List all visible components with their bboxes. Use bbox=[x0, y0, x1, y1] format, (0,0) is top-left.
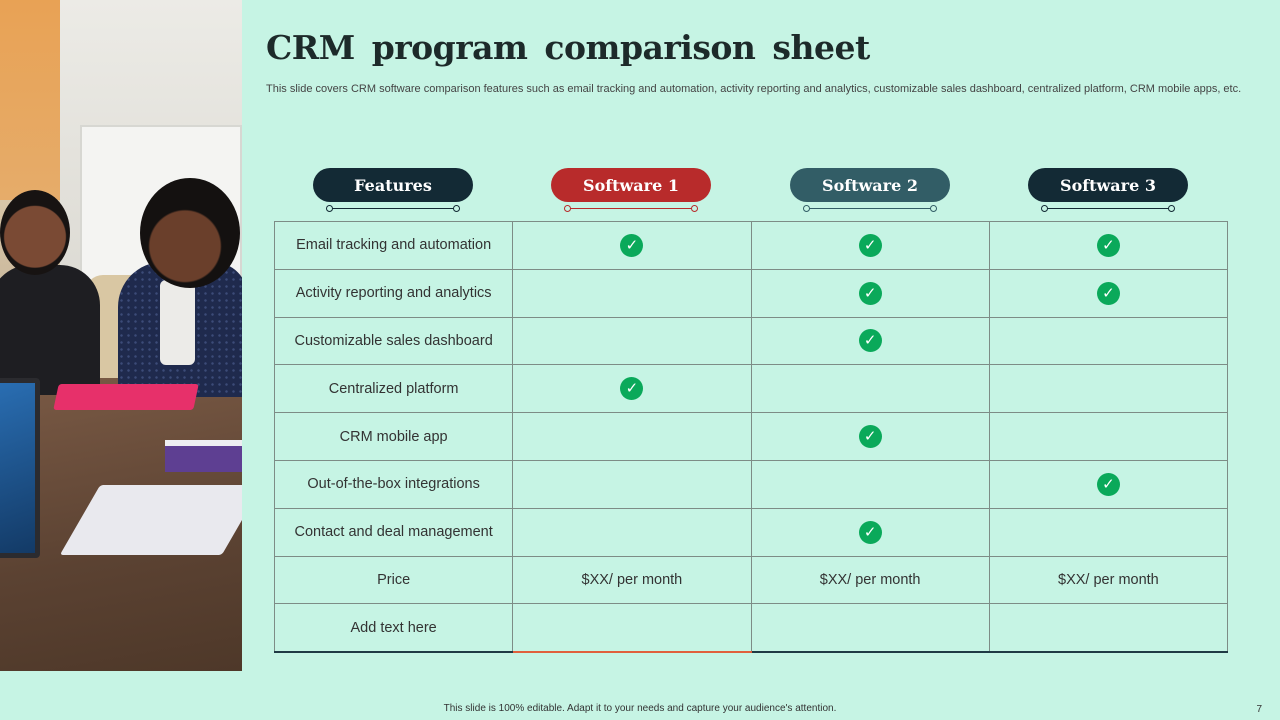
table-row: Contact and deal management ✓ bbox=[273, 507, 1229, 557]
empty-cell bbox=[988, 603, 1229, 653]
price-row: Price $XX/ per month $XX/ per month $XX/ pe… bbox=[273, 555, 1229, 605]
software-cell: ✓ bbox=[750, 221, 990, 270]
price-cell: $XX/ per month bbox=[750, 555, 990, 605]
software-cell: ✓ bbox=[750, 507, 990, 557]
header-features: Features bbox=[313, 168, 473, 202]
header-connector bbox=[1041, 204, 1175, 214]
software-cell bbox=[512, 412, 752, 461]
price-cell: $XX/ per month bbox=[512, 555, 752, 605]
header-connector bbox=[564, 204, 698, 214]
header-software-1: Software 1 bbox=[551, 168, 711, 202]
feature-cell: CRM mobile app bbox=[273, 412, 514, 461]
extra-row: Add text here bbox=[273, 603, 1229, 653]
software-cell bbox=[988, 316, 1229, 366]
table-row: Email tracking and automation ✓ ✓ ✓ bbox=[273, 221, 1229, 270]
check-circle-icon: ✓ bbox=[858, 520, 882, 544]
feature-cell: Email tracking and automation bbox=[273, 221, 514, 270]
footer-note: This slide is 100% editable. Adapt it to… bbox=[443, 703, 837, 714]
comparison-table: Email tracking and automation ✓ ✓ ✓ Activity… bbox=[273, 221, 1229, 653]
feature-cell: Customizable sales dashboard bbox=[273, 316, 514, 366]
page-number: 7 bbox=[1256, 704, 1262, 715]
feature-label: Activity reporting and analytics bbox=[295, 285, 492, 302]
feature-label: CRM mobile app bbox=[339, 428, 448, 445]
extra-label-cell: Add text here bbox=[273, 603, 514, 653]
software-cell bbox=[988, 364, 1229, 414]
feature-label: Centralized platform bbox=[328, 380, 459, 397]
check-circle-icon: ✓ bbox=[1096, 233, 1120, 257]
meeting-photo bbox=[0, 0, 242, 671]
feature-label: Contact and deal management bbox=[294, 524, 493, 541]
software-cell: ✓ bbox=[988, 268, 1229, 318]
check-circle-icon: ✓ bbox=[620, 377, 644, 401]
software-cell: ✓ bbox=[750, 268, 990, 318]
header-software-2: Software 2 bbox=[790, 168, 950, 202]
software-cell: ✓ bbox=[512, 221, 752, 270]
empty-cell bbox=[512, 603, 752, 653]
feature-label: Out-of-the-box integrations bbox=[307, 476, 480, 493]
table-row: Out-of-the-box integrations ✓ bbox=[273, 459, 1229, 509]
slide-title: CRM program comparison sheet bbox=[266, 28, 870, 67]
software-cell: ✓ bbox=[512, 364, 752, 414]
check-circle-icon: ✓ bbox=[858, 233, 882, 257]
feature-cell: Out-of-the-box integrations bbox=[273, 459, 514, 509]
header-connector bbox=[326, 204, 460, 214]
check-circle-icon: ✓ bbox=[858, 425, 882, 449]
software-cell bbox=[988, 412, 1229, 461]
software-cell bbox=[512, 268, 752, 318]
check-circle-icon: ✓ bbox=[858, 281, 882, 305]
software-cell bbox=[750, 459, 990, 509]
software-cell: ✓ bbox=[988, 221, 1229, 270]
check-circle-icon: ✓ bbox=[1096, 472, 1120, 496]
feature-label: Email tracking and automation bbox=[296, 237, 492, 254]
table-row: Customizable sales dashboard ✓ bbox=[273, 316, 1229, 366]
software-cell bbox=[512, 316, 752, 366]
feature-cell: Activity reporting and analytics bbox=[273, 268, 514, 318]
table-row: CRM mobile app ✓ bbox=[273, 412, 1229, 461]
software-cell: ✓ bbox=[988, 459, 1229, 509]
software-cell bbox=[512, 507, 752, 557]
software-cell bbox=[988, 507, 1229, 557]
slide-subtitle: This slide covers CRM software compariso… bbox=[266, 83, 1242, 95]
software-cell: ✓ bbox=[750, 412, 990, 461]
price-label-cell: Price bbox=[273, 555, 514, 605]
header-connector bbox=[803, 204, 937, 214]
check-circle-icon: ✓ bbox=[858, 329, 882, 353]
feature-label: Customizable sales dashboard bbox=[294, 332, 493, 349]
software-cell bbox=[750, 364, 990, 414]
table-row: Activity reporting and analytics ✓ ✓ bbox=[273, 268, 1229, 318]
table-row: Centralized platform ✓ bbox=[273, 364, 1229, 414]
software-cell bbox=[512, 459, 752, 509]
check-circle-icon: ✓ bbox=[620, 233, 644, 257]
price-cell: $XX/ per month bbox=[988, 555, 1229, 605]
empty-cell bbox=[750, 603, 990, 653]
feature-cell: Contact and deal management bbox=[273, 507, 514, 557]
check-circle-icon: ✓ bbox=[1096, 281, 1120, 305]
header-software-3: Software 3 bbox=[1028, 168, 1188, 202]
feature-cell: Centralized platform bbox=[273, 364, 514, 414]
software-cell: ✓ bbox=[750, 316, 990, 366]
